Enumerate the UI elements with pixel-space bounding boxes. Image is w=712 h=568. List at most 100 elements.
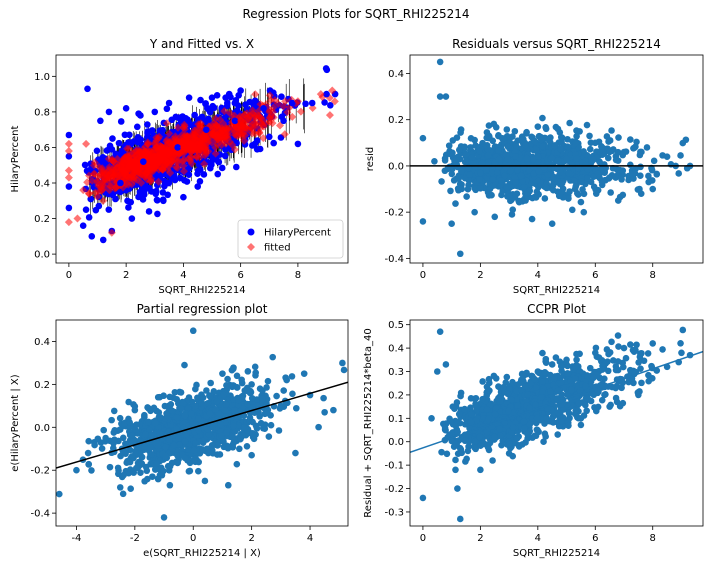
- fitted-point: [166, 169, 175, 178]
- fitted-point: [288, 112, 297, 121]
- data-point: [495, 155, 503, 163]
- data-point: [476, 176, 483, 183]
- data-point: [644, 350, 652, 357]
- data-point: [535, 168, 543, 175]
- data-point: [441, 155, 449, 162]
- fitted-point: [93, 179, 102, 187]
- data-point: [568, 206, 576, 214]
- fitted-point: [251, 90, 260, 99]
- fitted-point: [259, 122, 268, 131]
- fitted-point: [160, 161, 169, 170]
- data-point: [260, 105, 267, 112]
- fitted-point: [167, 157, 176, 166]
- observed-point: [117, 118, 125, 125]
- y-axis-label: e(HilaryPercent | X): [10, 374, 21, 471]
- data-point: [195, 415, 202, 422]
- data-point: [567, 151, 574, 159]
- data-point: [162, 443, 169, 451]
- data-point: [321, 408, 328, 416]
- data-point: [504, 156, 512, 163]
- figure-suptitle: Regression Plots for SQRT_RHI225214: [242, 7, 469, 21]
- data-point: [195, 467, 202, 475]
- data-point: [84, 85, 91, 93]
- data-point: [123, 459, 131, 467]
- data-point: [649, 177, 656, 184]
- data-point: [320, 394, 327, 402]
- fitted-point: [64, 166, 73, 175]
- data-point: [269, 353, 276, 361]
- data-point: [192, 385, 199, 393]
- y-tick-label: 0.4: [34, 179, 50, 190]
- data-point: [495, 132, 502, 139]
- fitted-point: [328, 86, 337, 95]
- fitted-point: [165, 129, 174, 138]
- fitted-point: [325, 111, 334, 120]
- data-point: [449, 149, 456, 157]
- data-point: [463, 193, 470, 200]
- axes-frame: [55, 54, 349, 264]
- fitted-point: [180, 125, 189, 134]
- data-point: [616, 166, 624, 174]
- data-point: [201, 477, 209, 485]
- data-point: [235, 396, 242, 404]
- fitted-point: [64, 139, 73, 148]
- fitted-point: [220, 107, 229, 116]
- data-point: [468, 154, 476, 161]
- data-point: [586, 364, 594, 372]
- observed-point: [153, 196, 161, 204]
- y-tick-label: 0.2: [34, 380, 50, 391]
- data-point: [565, 195, 572, 202]
- data-point: [293, 404, 300, 412]
- data-point: [612, 174, 619, 181]
- data-point: [151, 419, 159, 427]
- data-point: [237, 87, 244, 94]
- data-point: [160, 197, 167, 205]
- data-point: [82, 206, 90, 213]
- fitted-point: [274, 99, 283, 108]
- data-point: [573, 132, 580, 140]
- data-point: [73, 466, 80, 474]
- observed-point: [213, 92, 221, 99]
- data-point: [419, 218, 427, 225]
- observed-point: [108, 146, 116, 153]
- data-point: [471, 208, 478, 216]
- fitted-point: [214, 135, 223, 144]
- data-point: [501, 172, 509, 180]
- data-point: [522, 141, 529, 149]
- observed-point: [278, 93, 285, 101]
- data-point: [147, 431, 155, 439]
- observed-point: [134, 139, 142, 146]
- data-point: [231, 117, 239, 125]
- observed-point: [156, 127, 164, 135]
- x-tick-label: 2: [248, 533, 254, 544]
- fitted-point: [265, 91, 274, 100]
- data-point: [160, 467, 167, 475]
- data-point: [506, 193, 513, 200]
- data-point: [198, 399, 205, 407]
- data-point: [551, 142, 558, 149]
- fitted-point: [122, 171, 131, 180]
- data-point: [517, 172, 525, 180]
- data-point: [591, 139, 599, 147]
- observed-point: [139, 196, 147, 203]
- data-point: [520, 183, 528, 190]
- fitted-point: [308, 103, 317, 112]
- fitted-point: [137, 178, 146, 187]
- observed-point: [163, 105, 171, 113]
- observed-point: [136, 188, 144, 196]
- data-point: [179, 399, 187, 407]
- data-point: [185, 467, 193, 475]
- data-point: [438, 178, 445, 185]
- data-point: [475, 147, 483, 155]
- data-point: [128, 453, 136, 460]
- data-point: [195, 426, 202, 434]
- data-point: [572, 139, 580, 147]
- data-point: [539, 349, 546, 357]
- data-point: [512, 153, 519, 160]
- data-point: [98, 445, 106, 452]
- data-point: [120, 471, 127, 479]
- fitted-point: [90, 161, 99, 170]
- data-point: [508, 211, 516, 218]
- data-point: [607, 189, 614, 196]
- x-tick-label: 0: [66, 270, 72, 281]
